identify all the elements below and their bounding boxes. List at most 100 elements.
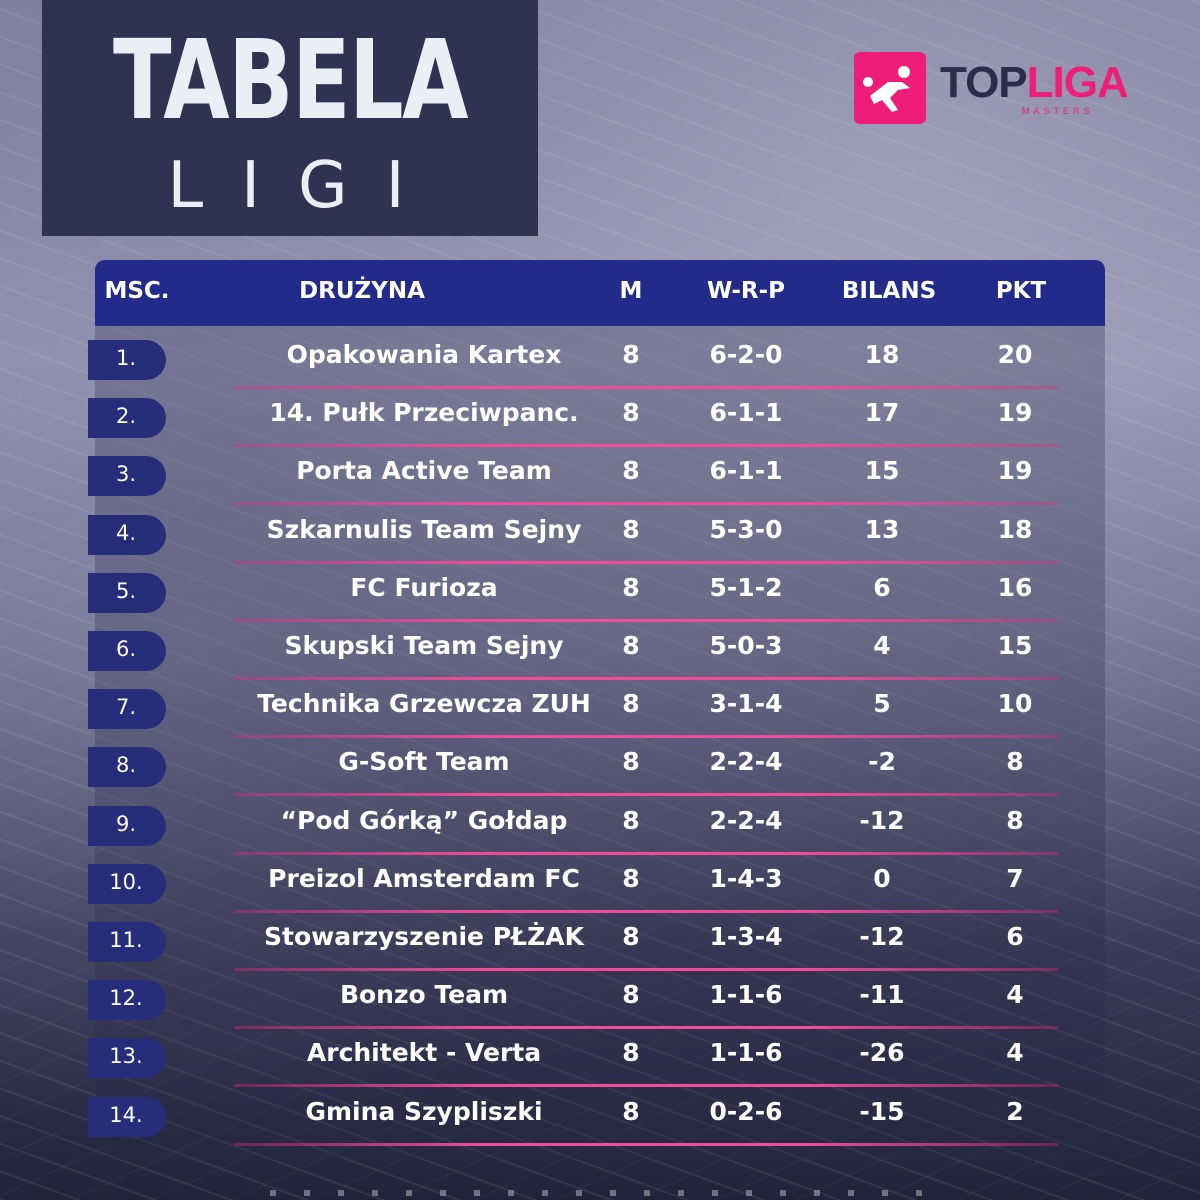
rank-badge bbox=[88, 689, 166, 730]
rank-value: 3. bbox=[115, 462, 137, 487]
rank-value: 9. bbox=[115, 811, 137, 836]
bilans-value: 0 bbox=[873, 863, 891, 893]
team-name: Gmina Szypliszki bbox=[305, 1096, 543, 1126]
wrp-value: 1-3-4 bbox=[709, 922, 783, 951]
team-name: Porta Active Team bbox=[296, 456, 552, 486]
row-separator bbox=[234, 735, 1058, 739]
team-name: Technika Grzewcza ZUH bbox=[257, 689, 591, 719]
matches-value: 8 bbox=[622, 747, 640, 777]
row-separator bbox=[234, 968, 1058, 971]
decorative-dots bbox=[270, 1190, 930, 1196]
rank-value: 4. bbox=[115, 520, 137, 545]
row-separator bbox=[234, 851, 1058, 855]
rank-badge bbox=[88, 572, 166, 613]
row-separator bbox=[234, 793, 1058, 797]
row-separator bbox=[234, 1084, 1058, 1088]
points-value: 18 bbox=[997, 514, 1033, 544]
wrp-value: 6-2-0 bbox=[709, 340, 783, 369]
rank-badge bbox=[88, 863, 166, 904]
table-row: 12. Bonzo Team 8 1-1-6 -11 4 bbox=[0, 972, 1200, 1030]
table-row: 6. Skupski Team Sejny 8 5-0-3 4 15 bbox=[0, 623, 1200, 681]
header-points: PKT bbox=[995, 278, 1047, 304]
bilans-value: 13 bbox=[864, 514, 900, 544]
rank-badge bbox=[88, 456, 166, 497]
bilans-value: -12 bbox=[859, 805, 905, 835]
rank-badge bbox=[88, 747, 166, 788]
points-value: 2 bbox=[1006, 1096, 1024, 1126]
table-row: 7. Technika Grzewcza ZUH 8 3-1-4 5 10 bbox=[0, 681, 1200, 739]
standings-panel bbox=[95, 260, 1105, 1160]
wrp-value: 6-1-1 bbox=[709, 456, 783, 486]
table-row: 9. “Pod Górką” Gołdap 8 2-2-4 -12 8 bbox=[0, 798, 1200, 856]
wrp-value: 5-1-2 bbox=[709, 572, 783, 602]
matches-value: 8 bbox=[622, 572, 640, 602]
rank-badge bbox=[88, 922, 166, 962]
points-value: 19 bbox=[997, 456, 1033, 486]
rank-value: 2. bbox=[115, 404, 137, 429]
team-name: 14. Pułk Przeciwpanc. bbox=[269, 398, 579, 428]
rank-badge bbox=[88, 398, 166, 439]
points-value: 6 bbox=[1006, 922, 1024, 951]
row-separator bbox=[234, 618, 1058, 622]
bilans-value: -11 bbox=[859, 980, 905, 1010]
points-value: 10 bbox=[997, 689, 1033, 719]
title-panel: TABELA LIGI bbox=[42, 0, 538, 236]
matches-value: 8 bbox=[622, 398, 640, 428]
league-logo: TOPLIGA MASTERS bbox=[854, 52, 1129, 124]
header-position: MSC. bbox=[104, 278, 170, 304]
matches-value: 8 bbox=[622, 631, 640, 660]
row-separator bbox=[234, 909, 1058, 913]
header-wrp: W-R-P bbox=[707, 278, 785, 304]
rank-value: 14. bbox=[109, 1102, 143, 1127]
page-title: TABELA bbox=[113, 16, 469, 144]
table-header-bar bbox=[95, 260, 1105, 326]
wrp-value: 3-1-4 bbox=[709, 689, 783, 719]
team-name: Architekt - Verta bbox=[306, 1038, 542, 1068]
rank-badge bbox=[88, 1038, 166, 1079]
team-name: Opakowania Kartex bbox=[286, 340, 562, 369]
bilans-value: 15 bbox=[864, 456, 900, 486]
rank-value: 11. bbox=[109, 928, 143, 952]
table-row: 2. 14. Pułk Przeciwpanc. 8 6-1-1 17 19 bbox=[0, 390, 1200, 448]
row-separator bbox=[234, 386, 1058, 389]
wrp-value: 0-2-6 bbox=[709, 1096, 783, 1126]
rank-badge bbox=[88, 631, 166, 671]
rank-badge bbox=[88, 340, 166, 380]
points-value: 7 bbox=[1006, 863, 1024, 893]
rank-value: 12. bbox=[109, 986, 143, 1011]
rank-value: 10. bbox=[109, 869, 143, 894]
bilans-value: -15 bbox=[859, 1096, 905, 1126]
matches-value: 8 bbox=[622, 922, 640, 951]
wrp-value: 5-3-0 bbox=[709, 514, 783, 544]
bilans-value: -12 bbox=[859, 922, 905, 951]
table-row: 8. G-Soft Team 8 2-2-4 -2 8 bbox=[0, 739, 1200, 797]
matches-value: 8 bbox=[622, 340, 640, 369]
team-name: Preizol Amsterdam FC bbox=[268, 863, 580, 893]
goalkeeper-icon bbox=[854, 52, 926, 124]
bilans-value: 17 bbox=[864, 398, 900, 428]
wrp-value: 2-2-4 bbox=[709, 805, 783, 835]
team-name: FC Furioza bbox=[350, 572, 498, 602]
bilans-value: 6 bbox=[873, 572, 891, 602]
table-row: 11. Stowarzyszenie PŁŻAK 8 1-3-4 -12 6 bbox=[0, 914, 1200, 972]
points-value: 16 bbox=[997, 572, 1033, 602]
points-value: 20 bbox=[997, 340, 1033, 369]
table-row: 10. Preizol Amsterdam FC 8 1-4-3 0 7 bbox=[0, 856, 1200, 914]
points-value: 19 bbox=[997, 398, 1033, 428]
row-separator bbox=[234, 1026, 1058, 1030]
rank-badge bbox=[88, 1096, 166, 1137]
bilans-value: 4 bbox=[873, 631, 891, 660]
matches-value: 8 bbox=[622, 805, 640, 835]
team-name: Skupski Team Sejny bbox=[284, 631, 564, 660]
points-value: 15 bbox=[997, 631, 1033, 660]
team-name: Szkarnulis Team Sejny bbox=[266, 514, 582, 544]
bilans-value: 18 bbox=[864, 340, 900, 369]
points-value: 8 bbox=[1006, 747, 1024, 777]
table-row: 4. Szkarnulis Team Sejny 8 5-3-0 13 18 bbox=[0, 507, 1200, 565]
matches-value: 8 bbox=[622, 980, 640, 1010]
table-row: 5. FC Furioza 8 5-1-2 6 16 bbox=[0, 565, 1200, 623]
rank-value: 8. bbox=[115, 753, 137, 778]
rank-value: 6. bbox=[115, 637, 137, 661]
rank-badge bbox=[88, 980, 166, 1021]
row-separator bbox=[234, 502, 1058, 506]
